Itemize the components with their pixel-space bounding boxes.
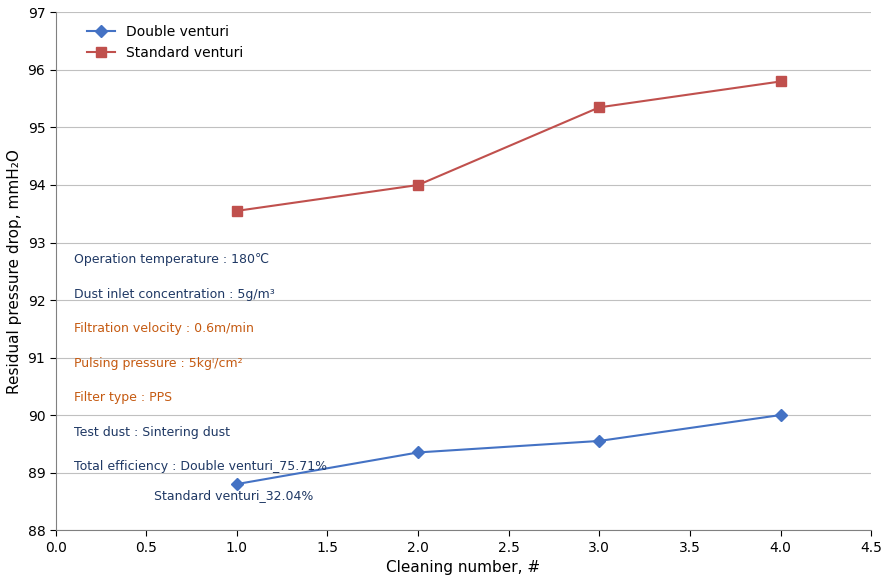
Double venturi [594,438,605,445]
Text: Test dust : Sintering dust: Test dust : Sintering dust [74,426,229,439]
Text: Dust inlet concentration : 5g/m³: Dust inlet concentration : 5g/m³ [74,288,275,301]
Standard venturi [775,78,786,85]
Text: Filtration velocity : 0.6m/min: Filtration velocity : 0.6m/min [74,322,253,335]
Y-axis label: Residual pressure drop, mmH₂O: Residual pressure drop, mmH₂O [7,149,22,393]
Text: Standard venturi_32.04%: Standard venturi_32.04% [74,489,313,502]
Standard venturi [412,182,423,189]
Double venturi [775,411,786,418]
Text: Pulsing pressure : 5kgⁱ/cm²: Pulsing pressure : 5kgⁱ/cm² [74,357,243,370]
Legend: Double venturi, Standard venturi: Double venturi, Standard venturi [87,24,244,59]
Double venturi [231,481,242,488]
X-axis label: Cleaning number, #: Cleaning number, # [387,560,541,575]
Line: Double venturi: Double venturi [233,411,785,488]
Text: Total efficiency : Double venturi_75.71%: Total efficiency : Double venturi_75.71% [74,460,327,473]
Standard venturi [594,104,605,111]
Text: Filter type : PPS: Filter type : PPS [74,391,172,404]
Standard venturi [231,207,242,214]
Text: Operation temperature : 180℃: Operation temperature : 180℃ [74,253,268,266]
Double venturi [412,449,423,456]
Line: Standard venturi: Standard venturi [232,77,785,216]
